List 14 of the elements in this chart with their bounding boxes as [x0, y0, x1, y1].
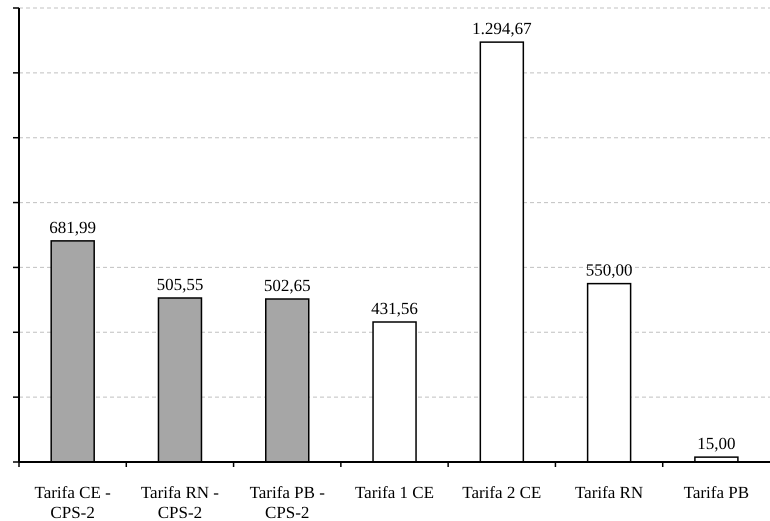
data-label: 15,00 [697, 434, 736, 454]
data-label: 550,00 [586, 260, 632, 280]
data-label: 1.294,67 [472, 19, 532, 38]
x-tick-label: Tarifa RN - CPS-2 [140, 483, 220, 521]
x-tick-label: Tarifa 1 CE [354, 483, 434, 502]
x-tick-label: Tarifa CE - CPS-2 [34, 483, 112, 521]
data-label: 502,65 [264, 276, 311, 295]
data-label: 681,99 [49, 218, 96, 237]
data-label: 431,56 [371, 299, 418, 318]
x-tick-label: Tarifa PB [684, 483, 750, 502]
x-tick-label: Tarifa 2 CE [462, 483, 542, 502]
x-tick-label: Tarifa RN [574, 483, 644, 502]
data-label: 505,55 [156, 275, 204, 294]
x-tick-label: Tarifa PB - CPS-2 [250, 483, 326, 521]
